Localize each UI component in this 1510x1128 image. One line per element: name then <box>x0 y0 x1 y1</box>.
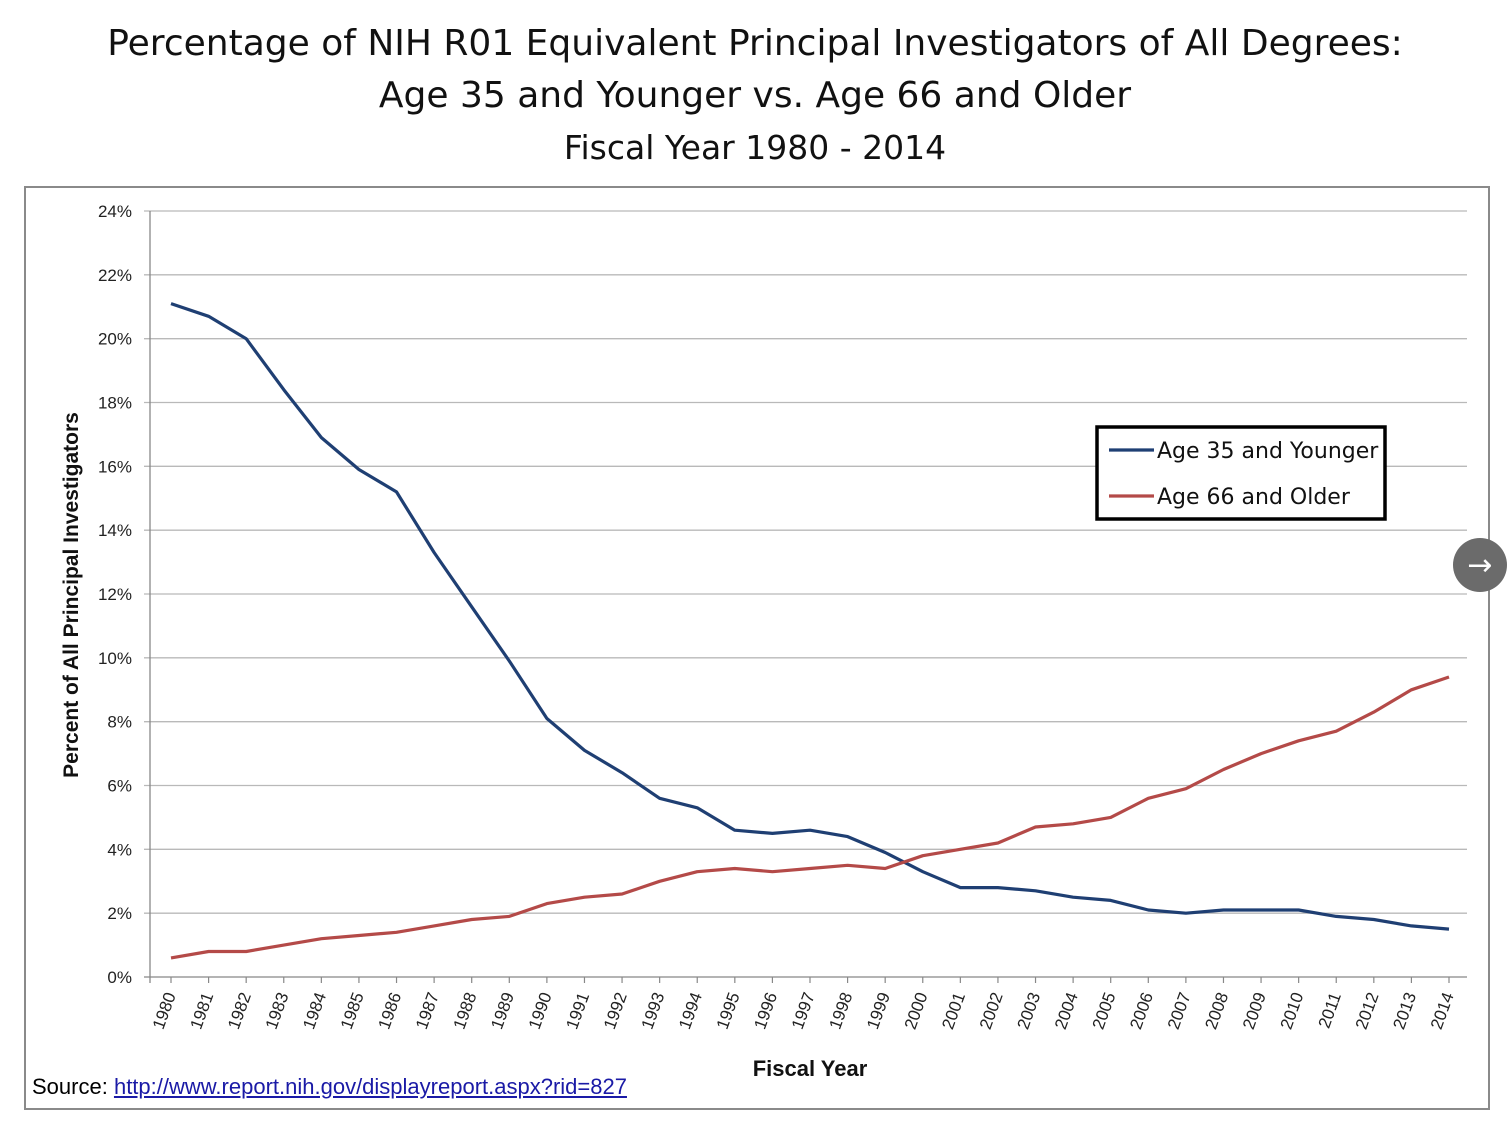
x-tick-label: 2002 <box>976 990 1007 1032</box>
x-tick-label: 1985 <box>337 990 368 1032</box>
y-axis-title: Percent of All Principal Investigators <box>60 412 83 778</box>
x-tick-label: 2014 <box>1427 990 1458 1032</box>
y-tick-label: 14% <box>98 521 132 540</box>
chart-frame: 0% 2% 4% 6% 8% 10% 12% 14% 16% 18% 20% 22% 24% 1980 19… <box>24 186 1490 1110</box>
arrow-right-icon[interactable]: → <box>1453 538 1507 592</box>
x-tick-label: 2007 <box>1164 990 1195 1032</box>
chart-subtitle: Fiscal Year 1980 - 2014 <box>563 128 947 167</box>
legend-label: Age 66 and Older <box>1157 485 1351 510</box>
x-tick-label: 1981 <box>187 990 218 1032</box>
x-tick-label: 1991 <box>562 990 593 1032</box>
x-tick-label: 1988 <box>450 990 481 1032</box>
source-line: Source: http://www.report.nih.gov/displa… <box>32 1074 627 1100</box>
x-tick-label: 1980 <box>149 990 180 1032</box>
series-line-1 <box>170 302 1450 931</box>
x-tick-label: 2011 <box>1315 990 1345 1031</box>
x-tick-label: 2010 <box>1277 990 1308 1032</box>
x-tick-label: 2000 <box>901 990 932 1032</box>
source-label: Source: <box>32 1074 108 1099</box>
y-tick-label: 20% <box>98 330 132 349</box>
source-link[interactable]: http://www.report.nih.gov/displayreport.… <box>113 1074 627 1099</box>
legend-box <box>1095 425 1387 521</box>
x-tick-label: 2005 <box>1089 990 1120 1032</box>
y-tick-label: 12% <box>98 585 132 604</box>
x-tick-label: 1999 <box>863 990 894 1032</box>
x-axis-title: Fiscal Year <box>753 1056 868 1081</box>
y-tick-label: 24% <box>98 202 132 221</box>
y-tick-label: 10% <box>98 649 132 668</box>
x-tick-label: 2001 <box>938 990 969 1032</box>
x-tick-label: 1982 <box>224 990 255 1032</box>
x-tick-label: 2009 <box>1239 990 1270 1032</box>
x-tick-label: 1993 <box>638 990 669 1032</box>
x-tick-label: 1987 <box>412 990 443 1032</box>
series-line-2 <box>170 675 1450 960</box>
x-tick-label: 1996 <box>750 990 781 1032</box>
x-tick-label: 1997 <box>788 990 819 1032</box>
y-tick-label: 16% <box>98 457 132 476</box>
x-tick-label: 1986 <box>374 990 405 1032</box>
y-tick-label: 8% <box>107 713 132 732</box>
y-tick-label: 2% <box>107 904 132 923</box>
y-tick-label: 6% <box>107 777 132 796</box>
y-tick-label: 22% <box>98 266 132 285</box>
y-tick-label: 0% <box>107 968 132 987</box>
x-tick-label: 1984 <box>299 990 330 1032</box>
x-tick-label: 2012 <box>1352 990 1383 1032</box>
x-tick-label: 1983 <box>262 990 293 1032</box>
x-tick-label: 2013 <box>1389 990 1420 1032</box>
x-tick-label: 2004 <box>1051 990 1082 1032</box>
chart-title-line1: Percentage of NIH R01 Equivalent Princip… <box>107 23 1403 64</box>
x-tick-label: 1995 <box>713 990 744 1032</box>
x-tick-label: 1990 <box>525 990 556 1032</box>
y-tick-label: 4% <box>107 840 132 859</box>
legend-label: Age 35 and Younger <box>1157 439 1379 464</box>
chart-title-block: Percentage of NIH R01 Equivalent Princip… <box>0 18 1510 174</box>
x-tick-label: 1994 <box>675 990 706 1032</box>
x-tick-label: 1992 <box>600 990 631 1032</box>
line-chart: 0%2%4%6%8%10%12%14%16%18%20%22%24%1980 19… <box>60 202 1467 1081</box>
x-tick-label: 2006 <box>1126 990 1157 1032</box>
x-tick-label: 2003 <box>1013 990 1044 1032</box>
y-tick-label: 18% <box>98 394 132 413</box>
x-tick-label: 2008 <box>1201 990 1232 1032</box>
x-tick-label: 1998 <box>826 990 857 1032</box>
x-tick-label: 1989 <box>487 990 518 1032</box>
chart-title-line2: Age 35 and Younger vs. Age 66 and Older <box>378 75 1132 116</box>
